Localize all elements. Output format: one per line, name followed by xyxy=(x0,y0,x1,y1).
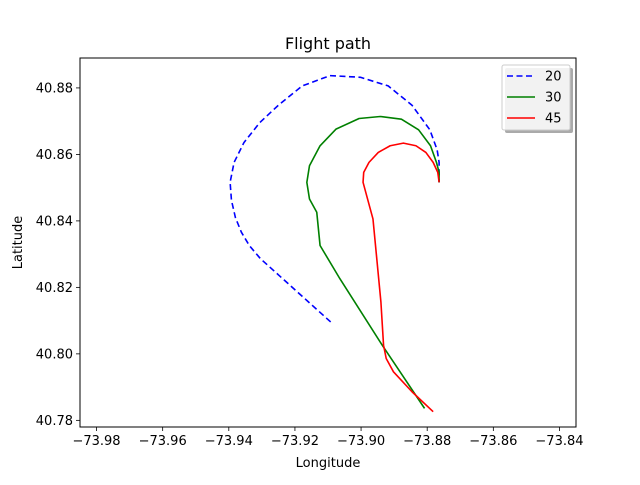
series-line-20 xyxy=(229,74,440,323)
x-tick-label: −73.84 xyxy=(535,434,583,449)
legend-box xyxy=(501,64,571,131)
legend-label-20: 20 xyxy=(545,70,562,85)
y-axis-ticks: 40.78 40.80 40.82 40.84 40.86 40.88 xyxy=(36,81,80,429)
legend-label-45: 45 xyxy=(545,112,562,127)
x-axis-ticks: −73.98 −73.96 −73.94 −73.92 −73.90 −73.88 −73.… xyxy=(72,427,584,449)
x-tick-label: −73.86 xyxy=(469,434,517,449)
x-tick-label: −73.88 xyxy=(403,434,451,449)
x-tick-label: −73.92 xyxy=(271,434,319,449)
y-tick-label: 40.82 xyxy=(36,281,73,296)
x-tick-label: −73.96 xyxy=(139,434,187,449)
legend-entries: 20 30 45 xyxy=(507,70,562,127)
x-tick-label: −73.94 xyxy=(205,434,253,449)
y-axis-label: Latitude xyxy=(11,216,26,270)
x-tick-label: −73.90 xyxy=(337,434,385,449)
plot-area-frame xyxy=(79,57,577,428)
y-tick-label: 40.88 xyxy=(36,81,73,96)
y-tick-label: 40.86 xyxy=(36,148,73,163)
series-layer xyxy=(229,74,440,413)
y-tick-label: 40.84 xyxy=(36,214,73,229)
x-tick-label: −73.98 xyxy=(72,434,120,449)
chart-title: Flight path xyxy=(285,34,371,53)
legend-label-30: 30 xyxy=(545,91,562,106)
x-axis-label: Longitude xyxy=(296,456,361,471)
legend: 20 30 45 xyxy=(501,64,573,133)
series-line-30 xyxy=(306,115,440,409)
y-tick-label: 40.78 xyxy=(36,414,73,429)
y-tick-label: 40.80 xyxy=(36,347,73,362)
series-line-45 xyxy=(362,142,440,413)
